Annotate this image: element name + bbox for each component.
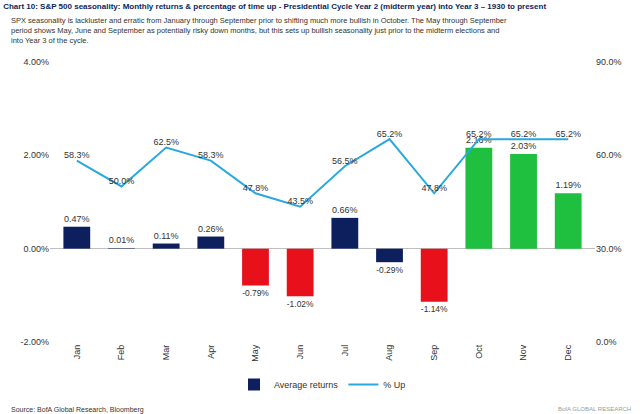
svg-text:2.16%: 2.16% <box>466 135 492 145</box>
svg-text:43.5%: 43.5% <box>287 196 313 206</box>
svg-text:Average returns: Average returns <box>274 380 338 390</box>
svg-text:1.19%: 1.19% <box>555 180 581 190</box>
svg-text:Dec: Dec <box>563 344 573 361</box>
svg-text:0.47%: 0.47% <box>64 214 90 224</box>
svg-text:Mar: Mar <box>161 345 171 361</box>
svg-text:58.3%: 58.3% <box>64 150 90 160</box>
svg-text:BofA GLOBAL RESEARCH: BofA GLOBAL RESEARCH <box>558 406 631 412</box>
svg-text:0.11%: 0.11% <box>154 231 179 241</box>
svg-text:Source: BofA Global Research,: Source: BofA Global Research, Bloomberg <box>11 406 144 414</box>
svg-text:-0.29%: -0.29% <box>376 265 403 275</box>
svg-text:58.3%: 58.3% <box>198 150 224 160</box>
svg-text:65.2%: 65.2% <box>466 129 492 139</box>
svg-text:Jan: Jan <box>72 345 82 360</box>
svg-text:90.0%: 90.0% <box>596 57 622 67</box>
svg-text:65.2%: 65.2% <box>511 129 537 139</box>
svg-text:May: May <box>250 344 260 362</box>
svg-text:SPX seasonality is lackluster: SPX seasonality is lackluster and errati… <box>11 16 507 45</box>
svg-text:2.00%: 2.00% <box>23 150 49 160</box>
svg-text:2.03%: 2.03% <box>511 141 537 151</box>
svg-text:Oct: Oct <box>474 344 484 359</box>
svg-text:47.8%: 47.8% <box>421 183 447 193</box>
svg-text:0.00%: 0.00% <box>23 244 49 254</box>
svg-text:65.2%: 65.2% <box>555 129 581 139</box>
svg-text:0.01%: 0.01% <box>109 235 135 245</box>
svg-text:-2.00%: -2.00% <box>20 337 49 347</box>
svg-text:0.26%: 0.26% <box>198 224 224 234</box>
svg-text:62.5%: 62.5% <box>153 137 179 147</box>
svg-text:47.8%: 47.8% <box>243 183 269 193</box>
svg-text:Feb: Feb <box>116 345 126 361</box>
svg-text:Chart 10: S&P 500 seasonality:: Chart 10: S&P 500 seasonality: Monthly r… <box>3 2 546 11</box>
svg-text:0.66%: 0.66% <box>332 205 358 215</box>
svg-text:56.5%: 56.5% <box>332 156 358 166</box>
svg-text:% Up: % Up <box>383 380 405 390</box>
svg-text:Sep: Sep <box>429 345 439 361</box>
svg-text:4.00%: 4.00% <box>23 57 49 67</box>
svg-text:Nov: Nov <box>518 344 528 361</box>
svg-text:60.0%: 60.0% <box>596 150 622 160</box>
svg-text:-0.79%: -0.79% <box>242 288 269 298</box>
svg-text:0.0%: 0.0% <box>596 337 617 347</box>
svg-text:50.0%: 50.0% <box>109 176 135 186</box>
svg-text:-1.14%: -1.14% <box>421 304 448 314</box>
svg-text:Jun: Jun <box>295 345 305 360</box>
svg-text:Jul: Jul <box>340 345 350 357</box>
svg-text:Apr: Apr <box>206 345 216 359</box>
svg-text:-1.02%: -1.02% <box>287 299 314 309</box>
svg-text:Aug: Aug <box>384 345 394 361</box>
svg-text:30.0%: 30.0% <box>596 244 622 254</box>
svg-text:65.2%: 65.2% <box>377 129 403 139</box>
